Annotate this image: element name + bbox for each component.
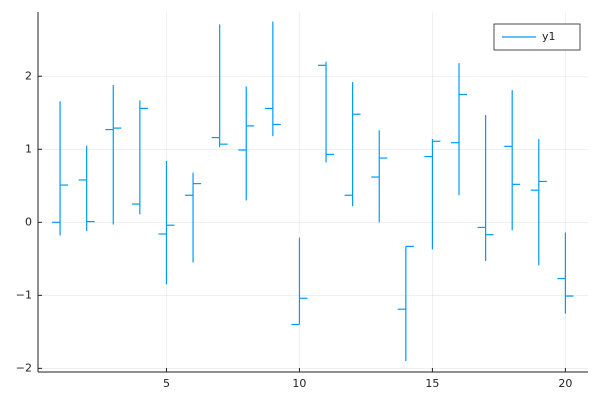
x-tick-label: 5 — [163, 377, 170, 390]
legend-label: y1 — [542, 30, 556, 43]
y-tick-label: 1 — [25, 142, 32, 155]
legend-box — [493, 23, 581, 51]
y-tick-label: −1 — [16, 288, 32, 301]
x-tick-label: 20 — [558, 377, 572, 390]
y-tick-label: −2 — [16, 361, 32, 374]
x-tick-label: 15 — [425, 377, 439, 390]
y-tick-label: 2 — [25, 69, 32, 82]
x-tick-label: 10 — [292, 377, 306, 390]
y-tick-label: 0 — [25, 215, 32, 228]
